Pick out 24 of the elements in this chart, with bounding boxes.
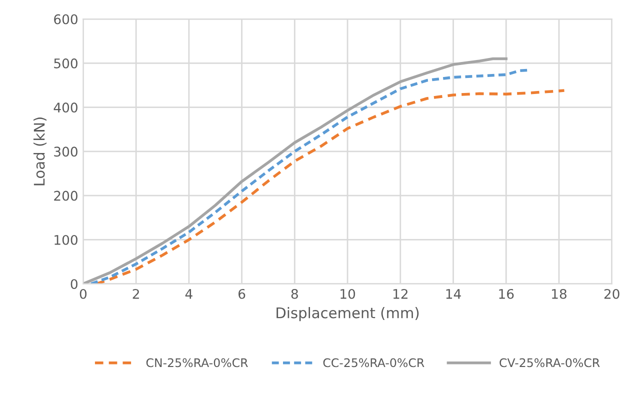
- x-tick-label: 16: [499, 288, 514, 299]
- x-axis-title: Displacement (mm): [276, 307, 419, 322]
- line-series: [95, 89, 566, 284]
- x-tick-label: 20: [604, 288, 620, 299]
- y-tick-label: 100: [54, 234, 78, 245]
- x-tick-label: 6: [238, 288, 246, 299]
- y-tick-label: 500: [54, 58, 78, 68]
- y-axis-title: Load (kN): [33, 118, 46, 186]
- x-tick-label: 18: [552, 288, 566, 299]
- y-tick-label: 0: [70, 279, 78, 290]
- legend-label: CN-25%RA-0%CR: [146, 358, 248, 368]
- y-tick-label: 200: [54, 190, 78, 201]
- x-tick-label: 12: [393, 288, 408, 299]
- legend-label: CC-25%RA-0%CR: [323, 358, 424, 368]
- x-tick-label: 10: [340, 288, 356, 299]
- x-tick-label: 2: [132, 288, 139, 299]
- x-tick-label: 4: [185, 289, 192, 299]
- y-tick-label: 400: [54, 102, 78, 113]
- x-tick-label: 8: [291, 288, 298, 299]
- x-tick-label: 0: [80, 288, 87, 299]
- legend-label: CV-25%RA-0%CR: [500, 358, 600, 368]
- y-tick-label: 300: [54, 146, 78, 157]
- y-tick-label: 600: [54, 14, 78, 24]
- x-tick-label: 14: [446, 289, 461, 299]
